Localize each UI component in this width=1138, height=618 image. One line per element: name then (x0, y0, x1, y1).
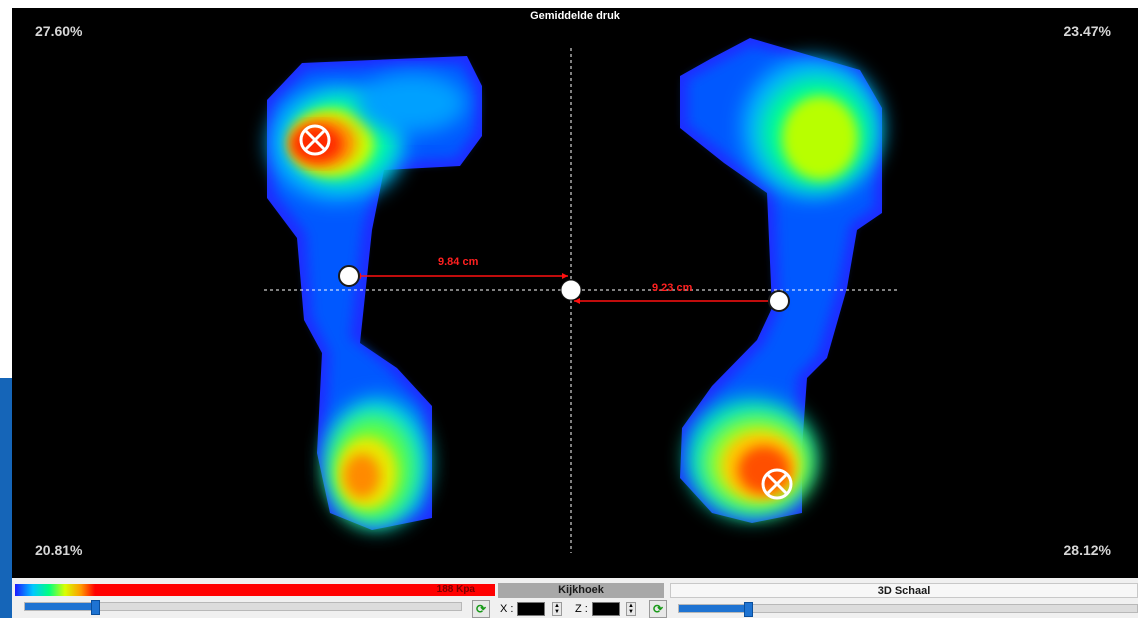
pressure-map-view: Gemiddelde druk 27.60% 23.47% 20.81% 28.… (12, 8, 1138, 578)
top-right-percentage: 23.47% (1063, 23, 1111, 39)
refresh-arrow-icon: ⟳ (475, 602, 487, 616)
z-axis-label: Z : (575, 603, 588, 615)
left-distance-label: 9.84 cm (438, 256, 479, 268)
z-angle-input[interactable] (592, 602, 620, 616)
3d-scale-slider-fill (679, 605, 748, 612)
window-left-accent (0, 378, 12, 618)
3d-scale-slider-thumb[interactable] (744, 602, 753, 617)
left-foot-print (267, 56, 482, 530)
3d-scale-slider[interactable] (678, 602, 1138, 617)
kijkhoek-header: Kijkhoek (498, 583, 664, 598)
left-foot-center-marker[interactable] (338, 265, 360, 287)
center-of-pressure-marker[interactable] (560, 279, 582, 301)
right-foot-print (680, 38, 882, 523)
3d-scale-header: 3D Schaal (670, 583, 1138, 598)
right-distance-arrow (574, 298, 776, 304)
legend-max-value: 188 Kpa (436, 584, 475, 595)
pressure-refresh-button[interactable]: ⟳ (472, 600, 490, 618)
right-foot-center-marker[interactable] (768, 290, 790, 312)
view-title: Gemiddelde druk (530, 10, 620, 22)
top-left-percentage: 27.60% (35, 23, 83, 39)
pressure-heatmap (264, 38, 900, 553)
pressure-color-legend: 188 Kpa (15, 584, 495, 596)
right-distance-label: 9.23 cm (652, 282, 693, 294)
bottom-right-percentage: 28.12% (1063, 542, 1111, 558)
x-axis-label: X : (500, 603, 514, 615)
pressure-slider-thumb[interactable] (91, 600, 100, 615)
x-angle-spinner[interactable]: ▲ ▼ (552, 602, 562, 616)
left-distance-arrow (355, 273, 568, 279)
x-angle-input[interactable] (517, 602, 545, 616)
pressure-slider[interactable] (24, 600, 462, 615)
z-angle-spinner[interactable]: ▲ ▼ (626, 602, 636, 616)
bottom-left-percentage: 20.81% (35, 542, 83, 558)
pressure-slider-fill (25, 603, 95, 610)
bottom-control-bar: 188 Kpa ⟳ Kijkhoek X : ▲ ▼ Z : ▲ ▼ ⟳ 3D Sc… (12, 578, 1138, 618)
right-peak-pressure-icon (761, 468, 793, 500)
refresh-arrow-icon: ⟳ (652, 602, 664, 616)
left-peak-pressure-icon (299, 124, 331, 156)
angle-refresh-button[interactable]: ⟳ (649, 600, 667, 618)
